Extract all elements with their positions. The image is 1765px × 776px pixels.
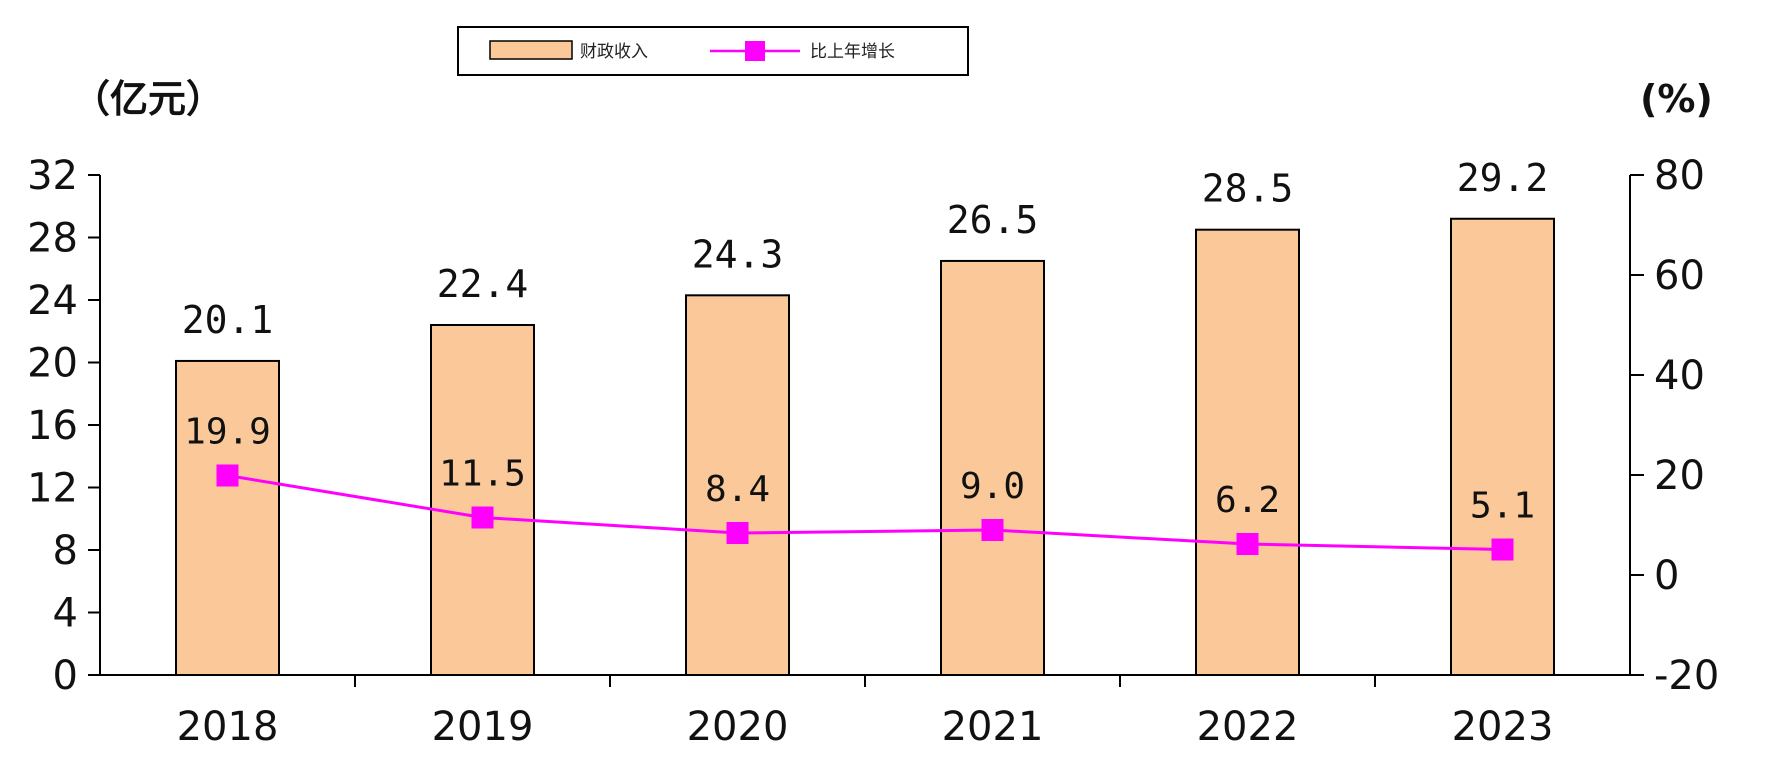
bar-2021 [940, 259, 1045, 676]
x-tick-label-2019: 2019 [432, 704, 534, 750]
growth-point-2022 [1236, 533, 1259, 555]
y-right-tick-label: -20 [1654, 653, 1719, 699]
bar-2023 [1450, 217, 1555, 676]
y-right-unit-label: (%) [1640, 77, 1713, 121]
y-left-tick-label: 8 [53, 528, 78, 574]
bar-label-2020: 24.3 [692, 232, 784, 276]
y-right-tick-label: 0 [1654, 553, 1679, 599]
y-right-tick-label: 80 [1654, 153, 1705, 199]
growth-label-2018: 19.9 [184, 412, 271, 453]
legend-line-marker [745, 41, 765, 61]
bar-2022 [1195, 228, 1300, 676]
bar-label-2019: 22.4 [437, 262, 529, 306]
bar-labels: 20.1 22.4 24.3 26.5 28.5 29.2 [182, 156, 1549, 342]
growth-labels: 19.9 11.5 8.4 9.0 6.2 5.1 [184, 412, 1535, 527]
legend-line-label: 比上年增长 [810, 42, 895, 62]
y-left-tick-label: 16 [27, 403, 78, 449]
x-tick-label-2020: 2020 [687, 704, 789, 750]
growth-label-2023: 5.1 [1470, 486, 1535, 527]
growth-point-2021 [981, 519, 1004, 541]
y-left-unit-label: （亿元） [72, 77, 224, 121]
bar-label-2018: 20.1 [182, 298, 274, 342]
bar-2018 [175, 359, 280, 676]
y-left-tick-label: 0 [53, 653, 78, 699]
y-right-tick-label: 20 [1654, 453, 1705, 499]
y-left-tick-label: 32 [27, 153, 78, 199]
bar-2019 [430, 324, 535, 676]
axes: 0 4 8 12 16 20 24 28 32 -20 0 20 40 60 80 [27, 153, 1719, 699]
y-right-tick-label: 60 [1654, 253, 1705, 299]
y-left-tick-label: 12 [27, 466, 78, 512]
y-left-tick-label: 28 [27, 216, 78, 262]
bars [175, 217, 1555, 676]
x-tick-label-2023: 2023 [1452, 704, 1554, 750]
growth-line-series [216, 464, 1514, 561]
y-right-tick-label: 40 [1654, 353, 1705, 399]
y-left-tick-label: 24 [27, 278, 78, 324]
y-left-tick-label: 20 [27, 341, 78, 387]
growth-label-2022: 6.2 [1215, 480, 1280, 521]
growth-label-2020: 8.4 [705, 469, 770, 510]
x-tick-label-2018: 2018 [177, 704, 279, 750]
y-left-tick-label: 4 [53, 591, 78, 637]
growth-label-2021: 9.0 [960, 466, 1025, 507]
x-tick-label-2021: 2021 [942, 704, 1044, 750]
bar-label-2023: 29.2 [1457, 156, 1549, 200]
x-tick-label-2022: 2022 [1197, 704, 1299, 750]
legend: 财政收入 比上年增长 [457, 26, 969, 76]
legend-bar-label: 财政收入 [580, 42, 648, 62]
growth-line [227, 474, 1503, 551]
growth-point-2020 [726, 522, 749, 544]
growth-point-2018 [216, 464, 239, 487]
growth-point-2019 [471, 506, 494, 529]
bar-label-2021: 26.5 [947, 198, 1039, 242]
bar-2020 [685, 294, 790, 676]
bar-label-2022: 28.5 [1202, 167, 1294, 211]
x-tick-labels: 2018 2019 2020 2021 2022 2023 [177, 704, 1554, 750]
growth-label-2019: 11.5 [439, 454, 526, 495]
legend-bar-swatch [489, 40, 573, 60]
growth-point-2023 [1491, 538, 1514, 561]
